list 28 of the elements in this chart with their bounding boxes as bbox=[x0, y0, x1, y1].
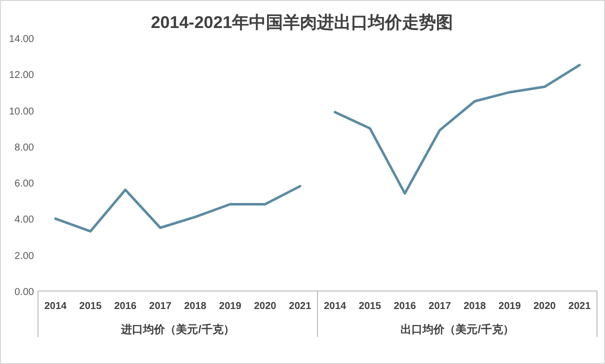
line-series bbox=[54, 184, 302, 233]
y-tick-label: 4.00 bbox=[14, 214, 34, 226]
x-tick-label: 2017 bbox=[149, 301, 172, 312]
x-tick-label: 2018 bbox=[184, 301, 207, 312]
x-tick-label: 2021 bbox=[288, 301, 312, 312]
chart-title: 2014-2021年中国羊肉进出口均价走势图 bbox=[150, 13, 454, 32]
x-tick-label: 2020 bbox=[533, 301, 556, 312]
x-axis-title: 进口均价（美元/千克） bbox=[120, 323, 234, 336]
x-tick-label: 2019 bbox=[498, 301, 522, 312]
x-tick-label: 2015 bbox=[358, 301, 382, 312]
x-tick-label: 2018 bbox=[464, 301, 486, 312]
y-tick-label: 8.00 bbox=[14, 142, 34, 154]
x-tick-label: 2021 bbox=[568, 301, 592, 312]
x-tick-label: 2019 bbox=[219, 301, 242, 312]
x-tick-label: 2015 bbox=[79, 301, 102, 312]
x-tick-label: 2014 bbox=[324, 301, 347, 312]
x-tick-label: 2020 bbox=[254, 301, 277, 312]
x-axis-title: 出口均价（美元/千克） bbox=[400, 323, 514, 336]
x-tick-label: 2014 bbox=[44, 301, 68, 312]
y-tick-label: 14.00 bbox=[8, 34, 34, 45]
x-tick-label: 2016 bbox=[394, 301, 416, 312]
y-tick-label: 10.00 bbox=[8, 106, 34, 118]
y-tick-label: 0.00 bbox=[14, 287, 34, 298]
x-tick-label: 2016 bbox=[114, 301, 137, 312]
x-tick-label: 2017 bbox=[428, 301, 452, 312]
y-tick-label: 12.00 bbox=[8, 70, 34, 82]
y-tick-label: 2.00 bbox=[14, 250, 34, 262]
y-tick-label: 6.00 bbox=[14, 178, 34, 190]
